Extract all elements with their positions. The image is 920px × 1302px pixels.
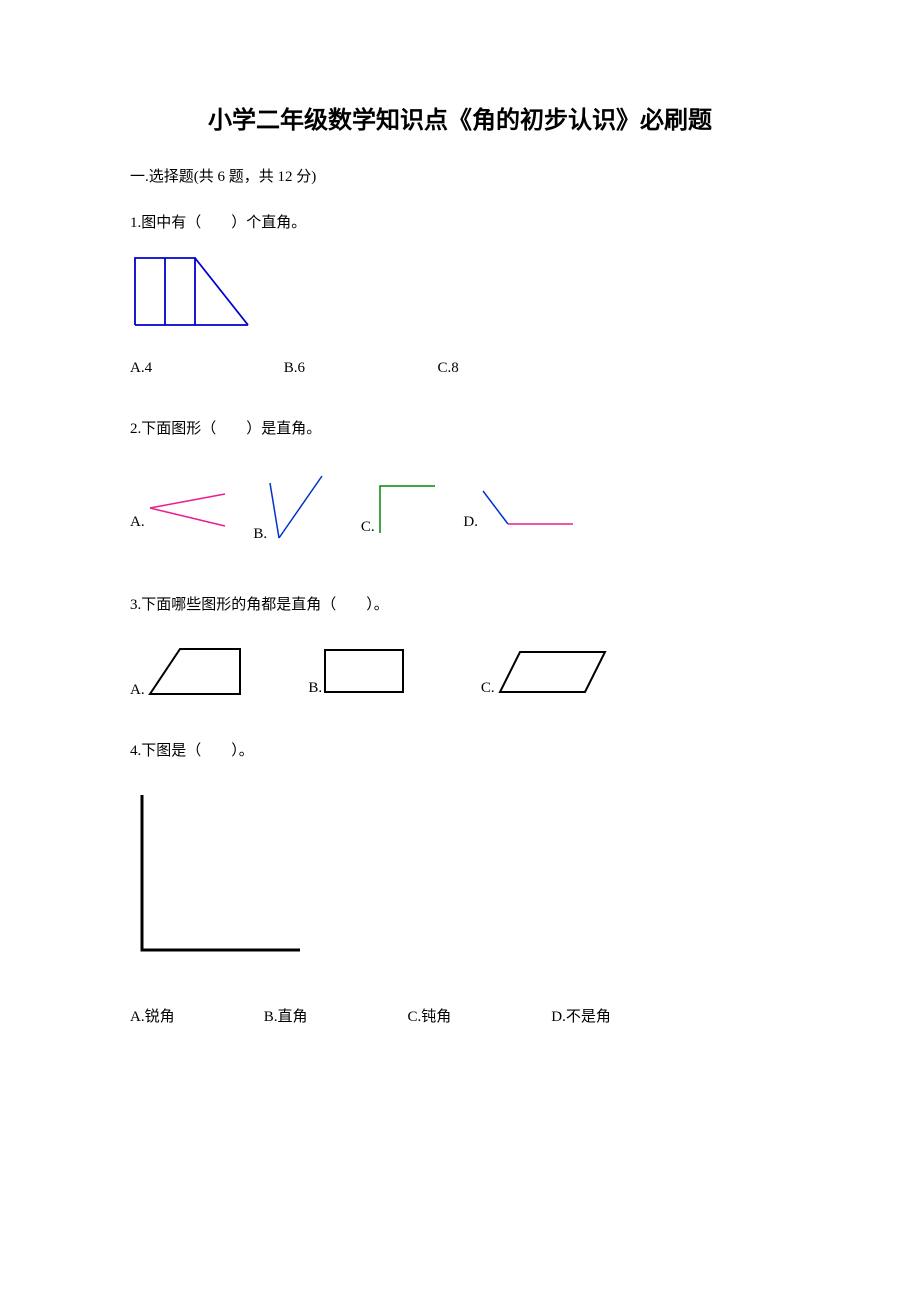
q2-opt-a-label: A. bbox=[130, 514, 145, 531]
q2-opt-d: D. bbox=[463, 486, 578, 531]
trapezoid-icon bbox=[145, 644, 245, 699]
page-title: 小学二年级数学知识点《角的初步认识》必刷题 bbox=[130, 100, 790, 135]
right-angle-large-icon bbox=[130, 790, 310, 960]
q2-opt-c: C. bbox=[361, 481, 440, 536]
q1-text: 1.图中有（ ）个直角。 bbox=[130, 211, 790, 232]
q3-opt-b-label: B. bbox=[308, 680, 322, 697]
q1-opt-a: A.4 bbox=[130, 360, 280, 377]
q3-opt-c: C. bbox=[481, 647, 610, 697]
q1-shape-icon bbox=[130, 250, 270, 330]
rectangle-icon bbox=[322, 647, 407, 697]
obtuse-angle-icon bbox=[478, 486, 578, 531]
angle-icon bbox=[267, 473, 337, 543]
rhombus-icon bbox=[495, 647, 610, 697]
q3-opt-c-label: C. bbox=[481, 680, 495, 697]
q2-opt-b-label: B. bbox=[253, 526, 267, 543]
q4-opt-c: C.钝角 bbox=[408, 1005, 548, 1026]
q3-text: 3.下面哪些图形的角都是直角（ ）。 bbox=[130, 593, 790, 614]
q2-opt-b: B. bbox=[253, 473, 337, 543]
q1-opt-b: B.6 bbox=[284, 360, 434, 377]
q4-opt-d: D.不是角 bbox=[551, 1005, 681, 1026]
q4-text: 4.下图是（ ）。 bbox=[130, 739, 790, 760]
section-header: 一.选择题(共 6 题，共 12 分) bbox=[130, 165, 790, 186]
q3-opt-a: A. bbox=[130, 644, 245, 699]
q2-opt-d-label: D. bbox=[463, 514, 478, 531]
q1-figure bbox=[130, 250, 790, 335]
q1-options: A.4 B.6 C.8 bbox=[130, 360, 790, 377]
right-angle-icon bbox=[375, 481, 440, 536]
q4-options: A.锐角 B.直角 C.钝角 D.不是角 bbox=[130, 1005, 790, 1026]
q3-opt-a-label: A. bbox=[130, 682, 145, 699]
acute-angle-icon bbox=[145, 486, 230, 531]
q3-options: A. B. C. bbox=[130, 644, 790, 699]
q4-opt-a: A.锐角 bbox=[130, 1005, 260, 1026]
q2-text: 2.下面图形（ ）是直角。 bbox=[130, 417, 790, 438]
q3-opt-b: B. bbox=[308, 647, 407, 697]
q2-opt-c-label: C. bbox=[361, 519, 375, 536]
q4-figure bbox=[130, 790, 790, 965]
q4-opt-b: B.直角 bbox=[264, 1005, 404, 1026]
q1-opt-c: C.8 bbox=[438, 360, 588, 377]
q2-options: A. B. C. D. bbox=[130, 473, 790, 543]
q2-opt-a: A. bbox=[130, 486, 230, 531]
worksheet-page: 小学二年级数学知识点《角的初步认识》必刷题 一.选择题(共 6 题，共 12 分… bbox=[0, 0, 920, 1126]
